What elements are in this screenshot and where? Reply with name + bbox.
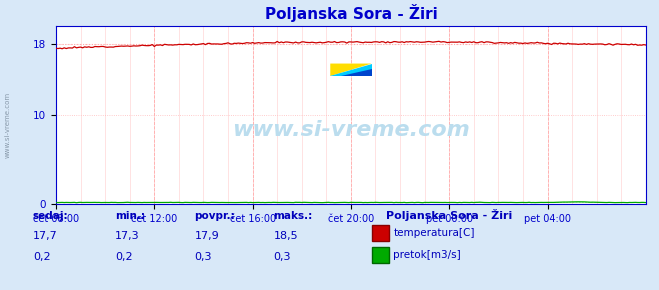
Text: 18,5: 18,5: [273, 231, 298, 241]
Text: sedaj:: sedaj:: [33, 211, 69, 221]
Text: www.si-vreme.com: www.si-vreme.com: [232, 119, 470, 139]
Text: 0,3: 0,3: [194, 251, 212, 262]
Text: povpr.:: povpr.:: [194, 211, 235, 221]
Text: maks.:: maks.:: [273, 211, 313, 221]
Text: 17,7: 17,7: [33, 231, 58, 241]
Text: 0,2: 0,2: [115, 251, 133, 262]
Text: Poljanska Sora - Žiri: Poljanska Sora - Žiri: [386, 209, 512, 221]
Text: 0,2: 0,2: [33, 251, 51, 262]
Polygon shape: [341, 68, 372, 76]
Polygon shape: [330, 64, 372, 76]
Text: www.si-vreme.com: www.si-vreme.com: [5, 92, 11, 158]
Title: Poljanska Sora - Žiri: Poljanska Sora - Žiri: [264, 4, 438, 22]
Text: 17,3: 17,3: [115, 231, 140, 241]
Text: pretok[m3/s]: pretok[m3/s]: [393, 250, 461, 260]
Text: 0,3: 0,3: [273, 251, 291, 262]
Polygon shape: [330, 64, 372, 76]
Text: temperatura[C]: temperatura[C]: [393, 228, 475, 238]
Text: min.:: min.:: [115, 211, 146, 221]
Text: 17,9: 17,9: [194, 231, 219, 241]
